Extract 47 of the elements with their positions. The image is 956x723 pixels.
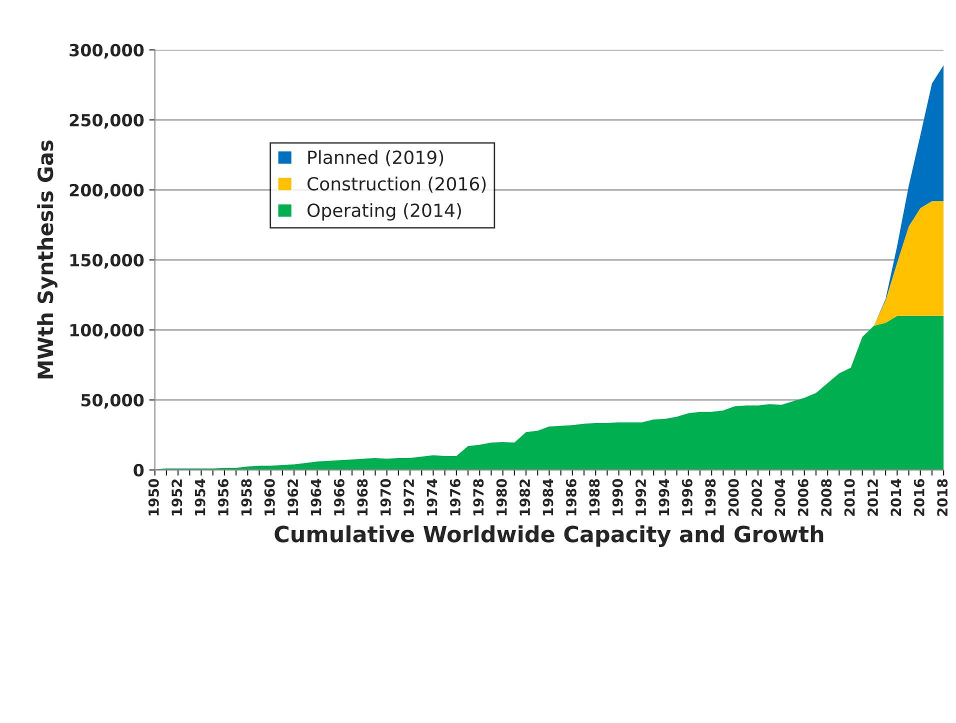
- y-tick-label: 200,000: [70, 184, 144, 199]
- x-tick-label: 2018: [937, 479, 948, 516]
- x-tick-label: 1956: [218, 479, 228, 516]
- y-tick-label: 0: [134, 464, 144, 477]
- x-tick-label: 1954: [194, 478, 206, 516]
- x-tick-label: 2016: [914, 479, 924, 516]
- x-tick-label: 1962: [288, 479, 298, 516]
- x-tick-label: 2006: [798, 479, 808, 516]
- x-tick-label: 1978: [473, 479, 484, 516]
- x-tick-label: 1976: [450, 479, 460, 516]
- x-tick-label: 1990: [612, 478, 623, 516]
- x-tick-label: 1970: [380, 478, 391, 516]
- x-tick-label: 1968: [357, 479, 368, 516]
- legend-label: Planned (2019): [308, 150, 444, 166]
- legend-label: Construction (2016): [308, 176, 486, 193]
- x-tick-label: 1958: [241, 479, 252, 516]
- x-tick-label: 1982: [520, 479, 530, 516]
- x-tick-label: 1972: [404, 479, 414, 516]
- x-tick-label: 2014: [890, 478, 902, 516]
- x-tick-label: 1974: [426, 478, 438, 516]
- y-tick-label: 100,000: [70, 324, 144, 339]
- x-tick-label: 1960: [264, 478, 275, 516]
- x-tick-label: 1980: [496, 478, 507, 516]
- x-tick-label: 1986: [566, 479, 576, 516]
- y-axis-title: MWth Synthesis Gas: [37, 140, 58, 378]
- x-tick-label: 1988: [589, 479, 600, 516]
- x-tick-label: 1996: [682, 479, 692, 516]
- x-tick-label: 1984: [542, 478, 554, 516]
- y-tick-label: 150,000: [70, 254, 144, 269]
- x-tick-label: 1992: [636, 479, 646, 516]
- x-tick-label: 1950: [148, 478, 159, 516]
- x-tick-label: 2000: [728, 478, 739, 516]
- x-tick-label: 1994: [658, 478, 670, 516]
- x-tick-label: 1964: [310, 478, 322, 516]
- y-tick-label: 250,000: [70, 114, 144, 129]
- x-tick-label: 2012: [868, 479, 878, 516]
- legend-label: Operating (2014): [308, 203, 461, 221]
- x-axis-title: Cumulative Worldwide Capacity and Growth: [274, 525, 824, 547]
- x-tick-label: 2008: [821, 479, 832, 516]
- x-tick-label: 2010: [844, 478, 855, 516]
- x-tick-label: 1952: [172, 479, 182, 516]
- x-tick-label: 1966: [334, 479, 344, 516]
- y-tick-label: 50,000: [81, 394, 144, 409]
- x-tick-label: 1998: [705, 479, 716, 516]
- y-tick-label: 300,000: [70, 44, 144, 59]
- x-tick-label: 2004: [774, 478, 786, 516]
- x-tick-label: 2002: [752, 479, 762, 516]
